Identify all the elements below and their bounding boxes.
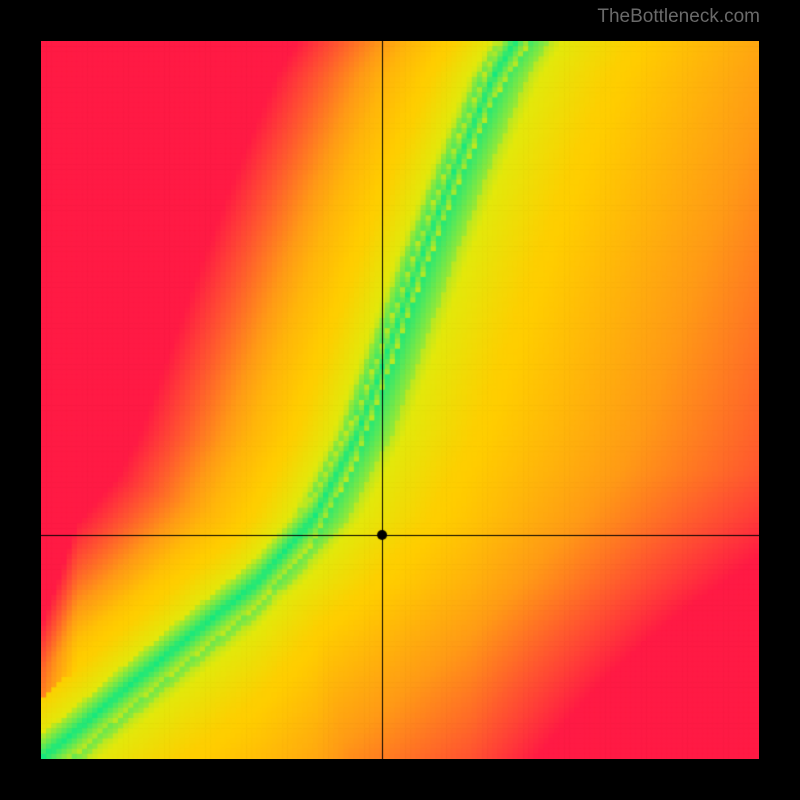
bottleneck-heatmap: [41, 41, 759, 759]
watermark-text: TheBottleneck.com: [597, 6, 760, 28]
heatmap-canvas: [41, 41, 759, 759]
